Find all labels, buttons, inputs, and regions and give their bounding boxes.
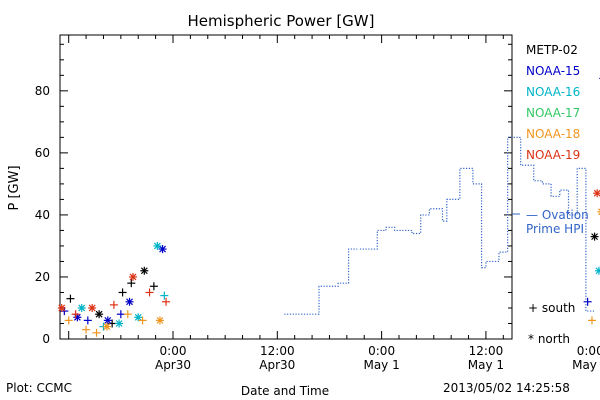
legend-entry: NOAA-18 xyxy=(526,127,580,141)
data-point-north xyxy=(103,316,112,325)
data-point-south xyxy=(127,279,136,288)
y-axis-label: P [GW] xyxy=(7,165,22,210)
data-point-south xyxy=(109,300,118,309)
data-point-north xyxy=(129,272,138,281)
plot-credit: Plot: CCMC xyxy=(6,381,72,395)
x-tick-label-date: Apr30 xyxy=(259,358,295,372)
legend: METP-02 NOAA-15 NOAA-16 NOAA-17 NOAA-18 NOAA-… xyxy=(512,43,589,236)
data-point-south xyxy=(123,310,132,319)
data-point-south xyxy=(71,310,80,319)
x-tick-label-date: Apr30 xyxy=(155,358,191,372)
data-point-north xyxy=(77,303,86,312)
x-tick-label-time: 12:00 xyxy=(469,344,504,358)
legend-entry: NOAA-19 xyxy=(526,148,580,162)
data-point-south xyxy=(583,297,592,306)
data-point-north xyxy=(590,232,599,241)
data-point-north xyxy=(88,303,97,312)
data-point-south xyxy=(149,282,158,291)
hpi-step-line xyxy=(284,248,358,315)
legend-entry: Prime HPI xyxy=(526,222,584,236)
y-tick-label: 40 xyxy=(35,208,50,222)
y-tick-label: 80 xyxy=(35,84,50,98)
x-tick-label-date: May 2 xyxy=(572,358,600,372)
plot-timestamp: 2013/05/02 14:25:58 xyxy=(443,381,570,395)
legend-entry: NOAA-17 xyxy=(526,106,580,120)
data-point-south xyxy=(66,294,75,303)
legend-entry: NOAA-16 xyxy=(526,85,580,99)
x-axis-label: Date and Time xyxy=(241,384,329,398)
data-point-south xyxy=(162,297,171,306)
y-tick-label: 60 xyxy=(35,146,50,160)
data-point-south xyxy=(118,288,127,297)
data-point-south xyxy=(145,288,154,297)
data-point-south xyxy=(138,316,147,325)
data-point-south xyxy=(92,328,101,337)
y-tick-label: 20 xyxy=(35,270,50,284)
data-point-south xyxy=(83,316,92,325)
x-tick-label-time: 0:00 xyxy=(160,344,187,358)
legend-entry: — Ovation xyxy=(526,208,589,222)
data-point-north xyxy=(594,266,600,275)
x-tick-label-time: 0:00 xyxy=(577,344,600,358)
y-tick-label: 0 xyxy=(42,332,50,346)
x-tick-label-date: May 1 xyxy=(468,358,504,372)
data-point-south xyxy=(587,316,596,325)
data-point-north xyxy=(153,241,162,250)
data-point-north xyxy=(102,322,111,331)
data-point-north xyxy=(125,297,134,306)
data-point-south xyxy=(160,291,169,300)
chart-title: Hemispheric Power [GW] xyxy=(188,12,375,30)
data-point-north xyxy=(593,189,600,198)
data-point-north xyxy=(115,319,124,328)
data-point-north xyxy=(57,303,66,312)
data-point-north xyxy=(95,310,104,319)
x-tick-label-time: 0:00 xyxy=(368,344,395,358)
legend-entry: METP-02 xyxy=(526,43,578,57)
legend-entry: NOAA-15 xyxy=(526,64,580,78)
data-point-south xyxy=(64,316,73,325)
x-tick-label-time: 12:00 xyxy=(260,344,295,358)
data-point-south xyxy=(116,310,125,319)
north-marker-legend: * north xyxy=(528,332,570,346)
hpi-step-line xyxy=(359,136,595,312)
plot-frame xyxy=(59,34,513,340)
data-point-south xyxy=(82,325,91,334)
data-point-north xyxy=(140,266,149,275)
data-point-north xyxy=(155,316,164,325)
data-point-north xyxy=(134,313,143,322)
south-marker-legend: + south xyxy=(528,301,575,315)
x-tick-label-date: May 1 xyxy=(363,358,399,372)
